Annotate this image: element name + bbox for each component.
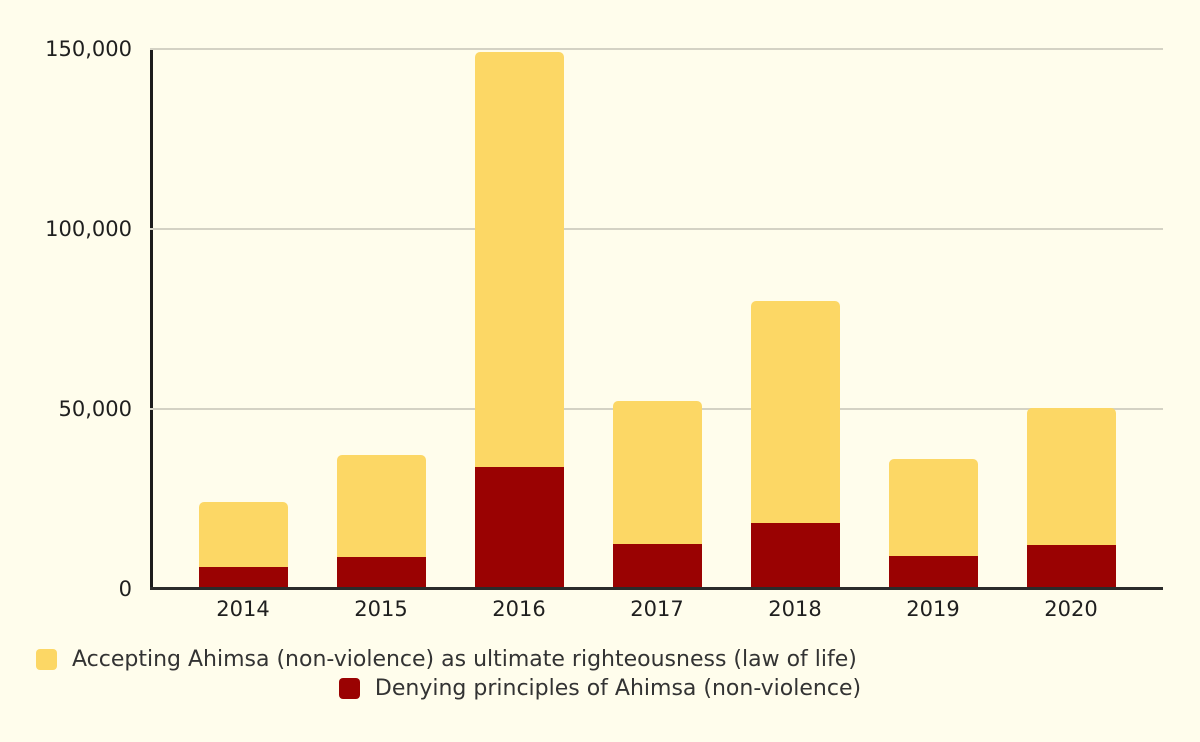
bar-segment-denying-2018[interactable] — [750, 523, 840, 587]
x-tick-label-2016: 2016 — [492, 597, 546, 621]
gridline — [150, 228, 1163, 230]
legend-item-denying: Denying principles of Ahimsa (non-violen… — [0, 674, 1200, 703]
bar-segment-accepting-2019[interactable] — [888, 458, 978, 557]
x-tick-label-2020: 2020 — [1044, 597, 1098, 621]
y-tick-label: 100,000 — [45, 217, 132, 241]
bar-segment-accepting-2017[interactable] — [612, 400, 702, 545]
x-axis-line — [150, 587, 1163, 590]
bar-segment-denying-2015[interactable] — [336, 556, 426, 587]
bar-segment-accepting-2015[interactable] — [336, 454, 426, 557]
legend-item-accepting: Accepting Ahimsa (non-violence) as ultim… — [0, 645, 1200, 674]
bar-segment-accepting-2018[interactable] — [750, 300, 840, 524]
x-tick-label-2015: 2015 — [354, 597, 408, 621]
legend-label: Denying principles of Ahimsa (non-violen… — [374, 676, 862, 701]
bar-group-2019 — [888, 458, 978, 587]
bar-segment-denying-2020[interactable] — [1026, 545, 1116, 587]
accepting-swatch-icon — [36, 649, 57, 670]
plot-area — [150, 48, 1163, 590]
bar-segment-denying-2019[interactable] — [888, 556, 978, 587]
denying-swatch-icon — [338, 678, 360, 699]
bar-group-2018 — [750, 300, 840, 587]
bar-group-2014 — [198, 501, 288, 587]
y-axis-line — [150, 50, 153, 590]
bar-segment-denying-2014[interactable] — [198, 567, 288, 587]
legend: Accepting Ahimsa (non-violence) as ultim… — [0, 645, 1200, 703]
bar-segment-accepting-2016[interactable] — [474, 51, 564, 468]
bar-group-2020 — [1026, 408, 1116, 587]
bar-group-2015 — [336, 454, 426, 587]
gridline — [150, 48, 1163, 50]
bar-group-2016 — [474, 51, 564, 587]
x-tick-label-2014: 2014 — [216, 597, 270, 621]
bar-segment-accepting-2014[interactable] — [198, 501, 288, 568]
legend-label: Accepting Ahimsa (non-violence) as ultim… — [72, 647, 857, 672]
y-tick-label: 50,000 — [58, 397, 132, 421]
bar-segment-accepting-2020[interactable] — [1026, 408, 1116, 546]
x-tick-label-2019: 2019 — [906, 597, 960, 621]
y-tick-label: 0 — [118, 577, 132, 601]
bar-group-2017 — [612, 400, 702, 587]
bar-segment-denying-2017[interactable] — [612, 544, 702, 587]
y-tick-label: 150,000 — [45, 37, 132, 61]
x-tick-label-2017: 2017 — [630, 597, 684, 621]
bar-segment-denying-2016[interactable] — [474, 467, 564, 587]
x-tick-label-2018: 2018 — [768, 597, 822, 621]
